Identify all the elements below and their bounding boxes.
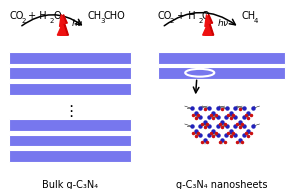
Polygon shape	[205, 15, 214, 35]
Polygon shape	[203, 15, 211, 35]
Text: 2: 2	[50, 18, 54, 23]
Text: + H: + H	[174, 11, 195, 21]
Text: 2: 2	[198, 18, 202, 23]
Text: O: O	[202, 11, 209, 21]
Bar	[9, 119, 131, 131]
Text: CO: CO	[9, 11, 24, 21]
Text: CO: CO	[158, 11, 172, 21]
Text: g-C₃N₄ nanosheets: g-C₃N₄ nanosheets	[176, 180, 267, 189]
Text: 2: 2	[22, 18, 26, 23]
Bar	[158, 67, 286, 79]
Bar	[9, 52, 131, 64]
Bar	[9, 135, 131, 146]
Bar	[158, 52, 286, 64]
Text: 2: 2	[170, 18, 174, 23]
Text: CH: CH	[242, 11, 256, 21]
Text: O: O	[54, 11, 61, 21]
Text: $h\nu$: $h\nu$	[217, 17, 229, 28]
Text: + H: + H	[25, 11, 47, 21]
Polygon shape	[57, 15, 66, 35]
Text: CHO: CHO	[104, 11, 126, 21]
Polygon shape	[60, 15, 68, 35]
Text: 3: 3	[100, 18, 105, 23]
Bar	[9, 150, 131, 162]
Text: 4: 4	[254, 18, 258, 23]
Text: Bulk g-C₃N₄: Bulk g-C₃N₄	[42, 180, 98, 189]
Text: CH: CH	[88, 11, 102, 21]
Bar	[9, 83, 131, 95]
Text: ⋮: ⋮	[63, 104, 78, 119]
Text: $h\nu$: $h\nu$	[71, 17, 84, 28]
Bar	[9, 67, 131, 79]
